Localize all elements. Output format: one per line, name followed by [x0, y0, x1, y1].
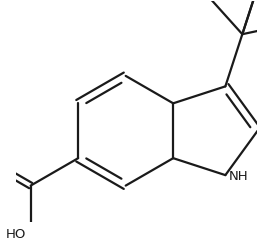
- Text: HO: HO: [6, 228, 26, 240]
- Text: NH: NH: [229, 170, 248, 183]
